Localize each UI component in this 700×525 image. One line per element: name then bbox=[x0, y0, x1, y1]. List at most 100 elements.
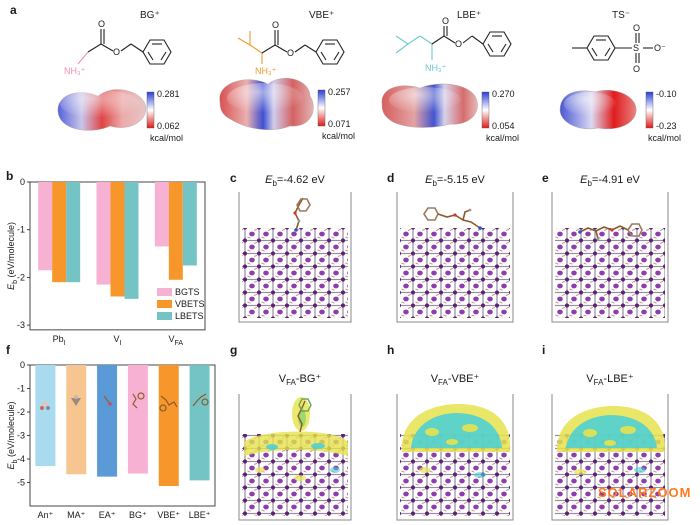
charge-density bbox=[401, 403, 511, 478]
density-title-i: VFA-LBE⁺ bbox=[586, 373, 634, 387]
adsorbed-molecule bbox=[293, 197, 311, 232]
scale-max-vbe: 0.257 bbox=[328, 87, 351, 97]
molecule-title-lbe: LBE⁺ bbox=[457, 10, 481, 21]
cell-box bbox=[238, 192, 352, 323]
structure-lbe bbox=[395, 26, 512, 60]
panel-label-b: b bbox=[6, 169, 13, 183]
cell-box bbox=[551, 192, 669, 323]
bar-vbets-2 bbox=[168, 182, 183, 280]
ytick-label: -1 bbox=[17, 384, 25, 394]
atom-ester-o-vbe: O bbox=[287, 48, 294, 58]
xtick-label: VI bbox=[114, 334, 122, 347]
colorbar-bg bbox=[146, 91, 155, 129]
panel-label-e: e bbox=[542, 171, 549, 185]
legend-label: LBETS bbox=[175, 311, 204, 321]
chart-f: 0 -1 -2 -3 -4 -5 Eb (eV/molecule) An⁺ MA⁺ EA⁺ BG⁺ V… bbox=[6, 360, 216, 520]
y-axis-label: Eb (eV/molecule) bbox=[6, 222, 19, 290]
bar-5 bbox=[189, 365, 210, 481]
bar-bgts-0 bbox=[38, 182, 53, 271]
adsorbed-molecule bbox=[297, 398, 312, 433]
bar-0 bbox=[35, 365, 56, 467]
panel-label-c: c bbox=[230, 171, 237, 185]
xtick-label: BG⁺ bbox=[129, 510, 147, 520]
perovskite-lattice bbox=[242, 228, 348, 318]
colorbar-vbe bbox=[317, 89, 326, 127]
atom-ester-o-bg: O bbox=[113, 47, 120, 57]
structure-bg bbox=[77, 29, 172, 65]
molecule-icon bbox=[71, 395, 81, 406]
colorbar-ts bbox=[645, 91, 654, 129]
atom-amine-bg: NH₃⁺ bbox=[64, 66, 86, 76]
cell-box bbox=[551, 394, 669, 521]
plot-frame bbox=[29, 364, 216, 507]
bar-2 bbox=[97, 365, 118, 477]
charge-density bbox=[244, 397, 348, 481]
legend: BGTS VBETS LBETS bbox=[157, 287, 205, 321]
scale-unit-ts: kcal/mol bbox=[648, 133, 681, 143]
bar-lbets-0 bbox=[66, 182, 81, 283]
xtick-label: LBE⁺ bbox=[189, 510, 211, 520]
bar-3 bbox=[127, 365, 148, 474]
atom-sulfur-ts: S bbox=[633, 43, 639, 53]
scale-unit-bg: kcal/mol bbox=[150, 133, 183, 143]
xtick-label: EA⁺ bbox=[99, 510, 116, 520]
panel-label-h: h bbox=[387, 343, 394, 357]
atom-carbonyl-o-lbe: O bbox=[442, 16, 449, 26]
structure-c bbox=[238, 192, 352, 323]
colorbar-lbe bbox=[481, 91, 490, 129]
scale-min-lbe: 0.054 bbox=[492, 121, 515, 131]
panel-label-d: d bbox=[387, 171, 394, 185]
panel-label-i: i bbox=[542, 343, 545, 357]
esp-highlight bbox=[227, 83, 303, 113]
ytick-label: -3 bbox=[17, 431, 25, 441]
scale-max-ts: -0.10 bbox=[656, 89, 677, 99]
scale-max-bg: 0.281 bbox=[157, 89, 180, 99]
binding-energy-c: Eb=-4.62 eV bbox=[265, 174, 325, 188]
panel-label-a: a bbox=[10, 3, 17, 17]
structure-e bbox=[551, 192, 669, 323]
perovskite-lattice bbox=[400, 228, 510, 318]
scale-unit-vbe: kcal/mol bbox=[322, 131, 355, 141]
bar-vbets-0 bbox=[52, 182, 67, 283]
molecule-bg: BG⁺ O O NH₃⁺ 0.281 0.062 kcal/ bbox=[57, 10, 183, 143]
structure-h bbox=[396, 394, 514, 521]
bar-lbets-1 bbox=[124, 182, 139, 299]
adsorbed-molecule bbox=[423, 207, 482, 230]
molecule-ts: TS⁻ S O O O⁻ -0.10 -0.23 bbox=[559, 10, 681, 143]
panel-label-g: g bbox=[230, 343, 237, 357]
perovskite-lattice bbox=[555, 228, 665, 318]
structure-vbe bbox=[237, 30, 345, 65]
cell-box bbox=[396, 394, 514, 521]
molecule-icon bbox=[159, 395, 178, 412]
molecule-lbe: LBE⁺ O O NH₃⁺ bbox=[381, 10, 519, 143]
panel-label-f: f bbox=[6, 343, 11, 357]
atom-carbonyl-o-vbe: O bbox=[272, 20, 279, 30]
bar-bgts-1 bbox=[96, 182, 111, 285]
ytick-label: -5 bbox=[17, 478, 25, 488]
ytick-label: 0 bbox=[20, 360, 25, 370]
bar-lbets-2 bbox=[182, 182, 197, 266]
structure-i bbox=[551, 394, 669, 521]
molecule-title-ts: TS⁻ bbox=[612, 10, 630, 21]
scale-unit-lbe: kcal/mol bbox=[486, 133, 519, 143]
scale-max-lbe: 0.270 bbox=[492, 89, 515, 99]
legend-swatch bbox=[157, 312, 172, 320]
density-title-h: VFA-VBE⁺ bbox=[431, 373, 480, 387]
esp-highlight bbox=[564, 92, 616, 116]
xtick-label: MA⁺ bbox=[67, 510, 86, 520]
y-axis-label: Eb (eV/molecule) bbox=[6, 402, 19, 470]
cell-box bbox=[396, 192, 514, 323]
atom-oxide-ts: O⁻ bbox=[654, 43, 666, 53]
legend-label: VBETS bbox=[175, 299, 205, 309]
structure-g bbox=[238, 394, 352, 521]
ytick-label: -1 bbox=[17, 225, 25, 235]
binding-energy-d: Eb=-5.15 eV bbox=[425, 174, 485, 188]
esp-highlight bbox=[389, 87, 461, 113]
bar-4 bbox=[158, 365, 179, 487]
molecule-title-bg: BG⁺ bbox=[140, 10, 160, 21]
molecule-icon bbox=[40, 401, 50, 410]
watermark: SOLARZOOM bbox=[598, 485, 692, 500]
ytick-label: -2 bbox=[17, 272, 25, 282]
xtick-label: An⁺ bbox=[38, 510, 54, 520]
xtick-label: VFA bbox=[169, 334, 184, 347]
